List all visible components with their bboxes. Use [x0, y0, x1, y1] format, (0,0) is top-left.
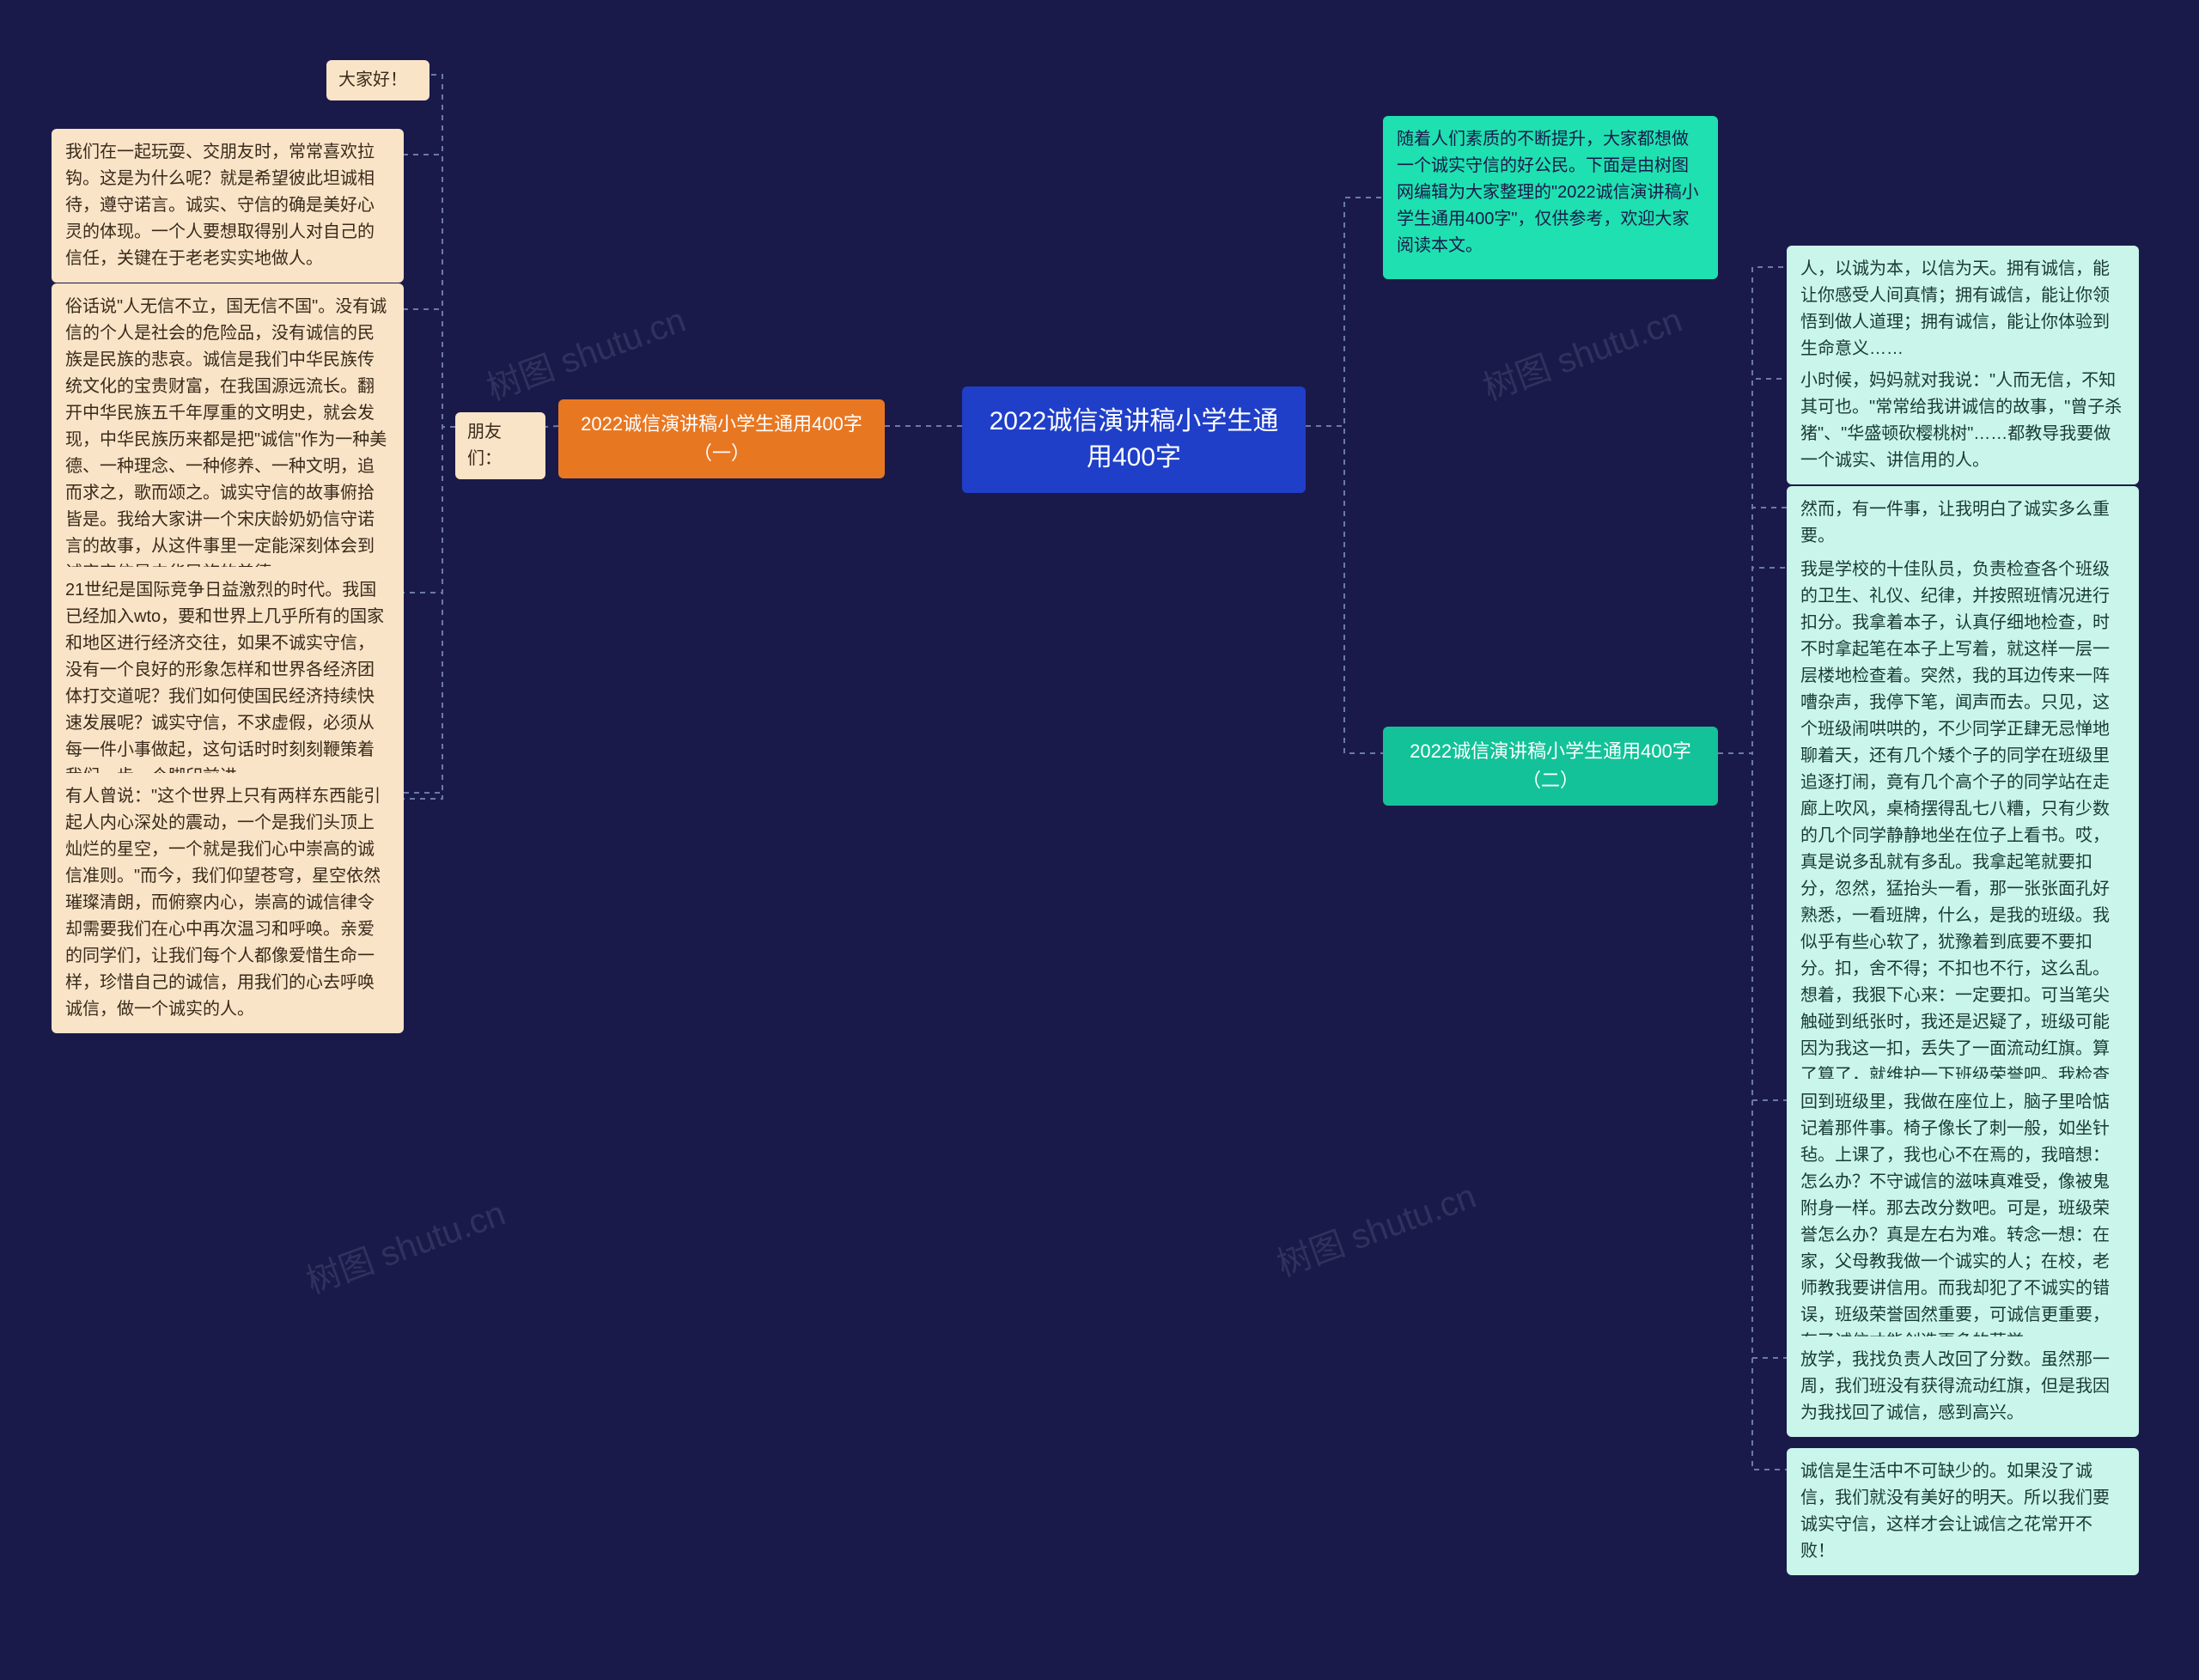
center-label: 2022诚信演讲稿小学生通用400字 — [990, 407, 1279, 472]
watermark: 树图 shutu.cn — [1269, 1168, 1482, 1286]
intro-node[interactable]: 随着人们素质的不断提升，大家都想做一个诚实守信的好公民。下面是由树图网编辑为大家… — [1383, 116, 1718, 279]
branch1-leaf[interactable]: 我们在一起玩耍、交朋友时，常常喜欢拉钩。这是为什么呢？就是希望彼此坦诚相待，遵守… — [52, 129, 404, 283]
watermark: 树图 shutu.cn — [298, 1185, 511, 1303]
branch1-leaf[interactable]: 俗话说"人无信不立，国无信不国"。没有诚信的个人是社会的危险品，没有诚信的民族是… — [52, 283, 404, 597]
watermark: 树图 shutu.cn — [1475, 292, 1688, 410]
branch2-leaf-text: 我是学校的十佳队员，负责检查各个班级的卫生、礼仪、纪律，并按照班情况进行扣分。我… — [1800, 560, 2110, 1138]
intro-text: 随着人们素质的不断提升，大家都想做一个诚实守信的好公民。下面是由树图网编辑为大家… — [1397, 130, 1699, 255]
branch2-leaf-text: 然而，有一件事，让我明白了诚实多么重要。 — [1800, 500, 2110, 545]
branch2-leaf-text: 小时候，妈妈就对我说："人而无信，不知其可也。"常常给我讲诚信的故事，"曾子杀猪… — [1800, 371, 2122, 470]
branch1-leaf[interactable]: 有人曾说："这个世界上只有两样东西能引起人内心深处的震动，一个是我们头顶上灿烂的… — [52, 773, 404, 1033]
branch2-node[interactable]: 2022诚信演讲稿小学生通用400字（二） — [1383, 727, 1718, 806]
branch1-label: 2022诚信演讲稿小学生通用400字（一） — [581, 413, 862, 464]
branch1-leaf-text: 俗话说"人无信不立，国无信不国"。没有诚信的个人是社会的危险品，没有诚信的民族是… — [65, 297, 387, 582]
branch1-leaf-text: 21世纪是国际竞争日益激烈的时代。我国已经加入wto，要和世界上几乎所有的国家和… — [65, 581, 384, 786]
branch1-connector-label: 朋友们： — [455, 412, 545, 479]
branch1-leaf[interactable]: 21世纪是国际竞争日益激烈的时代。我国已经加入wto，要和世界上几乎所有的国家和… — [52, 567, 404, 800]
center-node[interactable]: 2022诚信演讲稿小学生通用400字 — [962, 387, 1306, 493]
branch1-node[interactable]: 2022诚信演讲稿小学生通用400字（一） — [558, 399, 885, 478]
branch2-leaf[interactable]: 放学，我找负责人改回了分数。虽然那一周，我们班没有获得流动红旗，但是我因为我找回… — [1787, 1336, 2139, 1437]
watermark: 树图 shutu.cn — [478, 292, 691, 410]
branch2-leaf-text: 放学，我找负责人改回了分数。虽然那一周，我们班没有获得流动红旗，但是我因为我找回… — [1800, 1350, 2110, 1422]
branch2-leaf-text: 诚信是生活中不可缺少的。如果没了诚信，我们就没有美好的明天。所以我们要诚实守信，… — [1800, 1462, 2110, 1561]
branch1-top-text: 大家好！ — [338, 70, 407, 89]
branch1-top-small[interactable]: 大家好！ — [326, 60, 429, 100]
branch1-leaf-text: 我们在一起玩耍、交朋友时，常常喜欢拉钩。这是为什么呢？就是希望彼此坦诚相待，遵守… — [65, 143, 375, 268]
branch2-leaf[interactable]: 小时候，妈妈就对我说："人而无信，不知其可也。"常常给我讲诚信的故事，"曾子杀猪… — [1787, 357, 2139, 484]
branch2-leaf[interactable]: 我是学校的十佳队员，负责检查各个班级的卫生、礼仪、纪律，并按照班情况进行扣分。我… — [1787, 546, 2139, 1153]
branch1-leaf-text: 有人曾说："这个世界上只有两样东西能引起人内心深处的震动，一个是我们头顶上灿烂的… — [65, 787, 381, 1019]
branch2-leaf-text: 回到班级里，我做在座位上，脑子里哈惦记着那件事。椅子像长了刺一般，如坐针毡。上课… — [1800, 1093, 2110, 1351]
branch2-leaf[interactable]: 人，以诚为本，以信为天。拥有诚信，能让你感受人间真情；拥有诚信，能让你领悟到做人… — [1787, 246, 2139, 373]
branch2-label: 2022诚信演讲稿小学生通用400字（二） — [1410, 740, 1691, 791]
branch2-leaf[interactable]: 回到班级里，我做在座位上，脑子里哈惦记着那件事。椅子像长了刺一般，如坐针毡。上课… — [1787, 1079, 2139, 1366]
branch2-leaf-text: 人，以诚为本，以信为天。拥有诚信，能让你感受人间真情；拥有诚信，能让你领悟到做人… — [1800, 259, 2110, 358]
branch1-connector-text: 朋友们： — [467, 423, 502, 468]
branch2-leaf[interactable]: 诚信是生活中不可缺少的。如果没了诚信，我们就没有美好的明天。所以我们要诚实守信，… — [1787, 1448, 2139, 1575]
